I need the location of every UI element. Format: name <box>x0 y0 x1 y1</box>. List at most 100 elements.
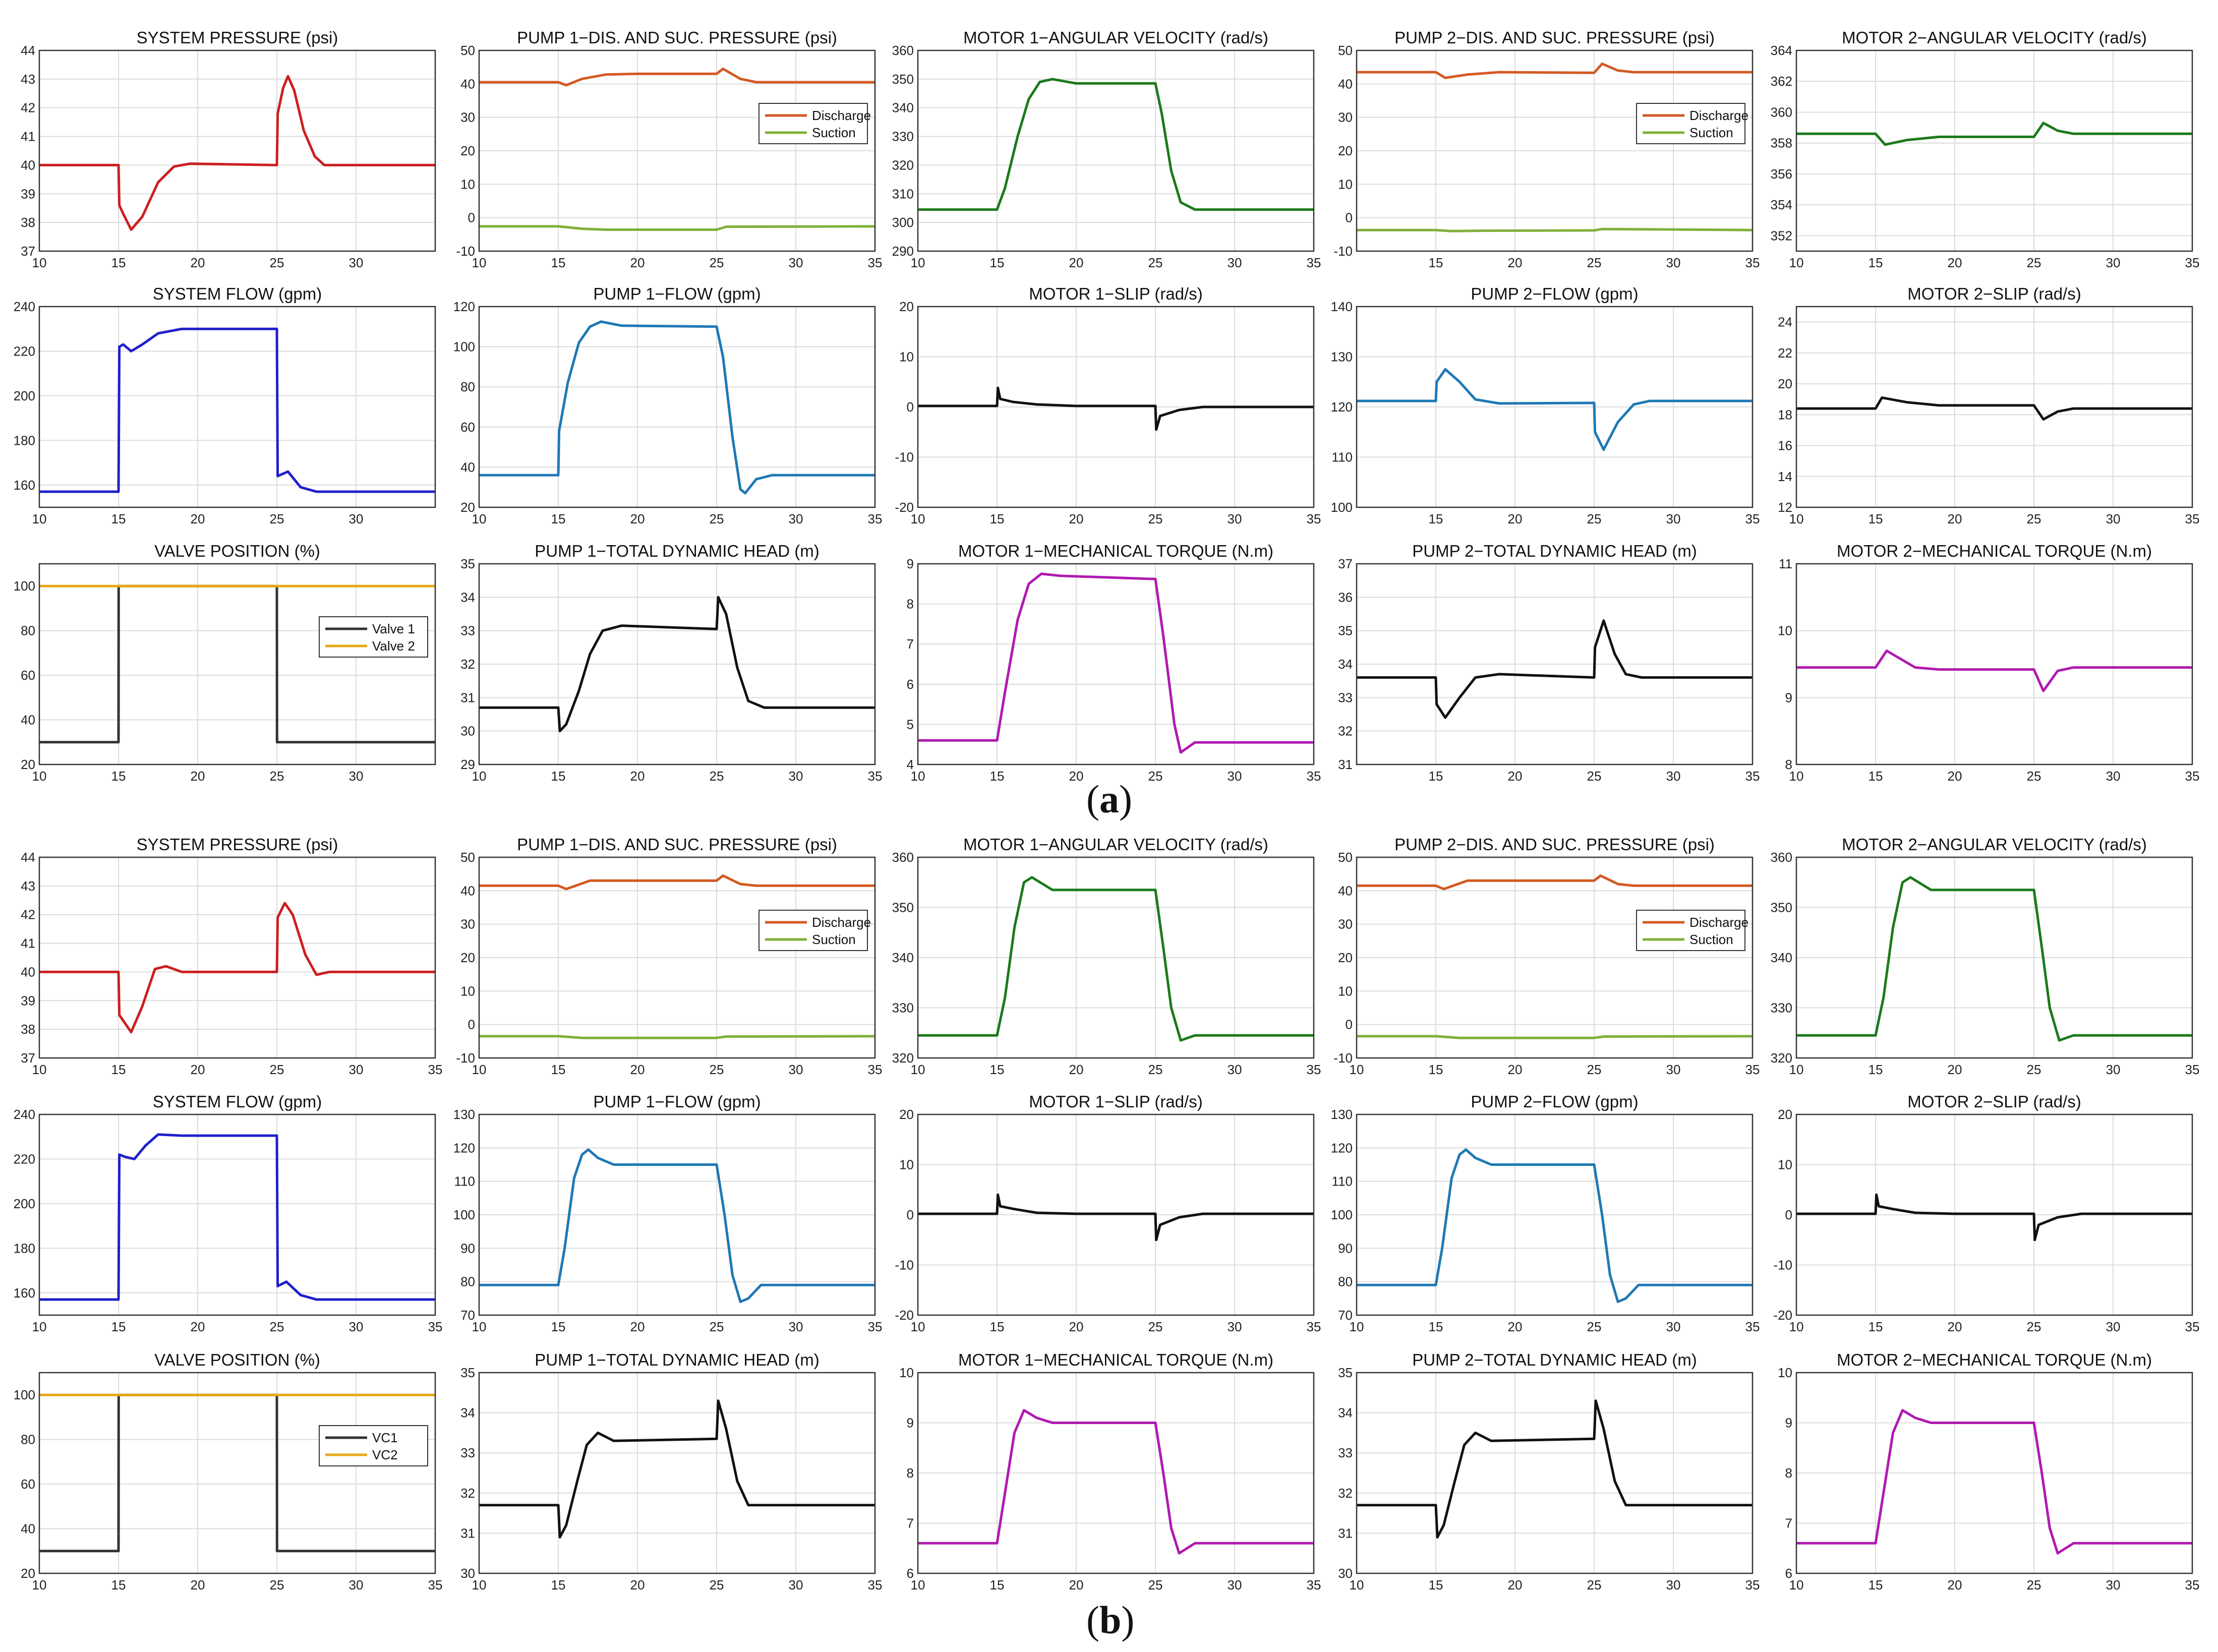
x-tick-label: 15 <box>111 1577 126 1592</box>
plot-area <box>1357 1373 1753 1573</box>
y-tick-label: 30 <box>1338 110 1353 125</box>
chart-a-p2-pressure: 15 20 25 30 35 -10 0 10 20 30 40 50 PUMP 2−DIS. AND … <box>1333 28 1760 270</box>
x-tick-label: 35 <box>1745 1062 1760 1077</box>
y-tick-label: 110 <box>1332 1174 1353 1189</box>
axes-frame <box>38 563 436 765</box>
y-tick-label: 42 <box>21 100 35 115</box>
x-tick-label: 30 <box>1666 511 1681 526</box>
chart-title: MOTOR 1−MECHANICAL TORQUE (N.m) <box>958 542 1273 560</box>
x-tick-label: 25 <box>2027 1062 2041 1077</box>
series-line-pressure <box>39 902 435 1034</box>
y-tick-label: 37 <box>1338 556 1353 571</box>
axes-frame <box>1795 1372 2193 1574</box>
y-tick-label: 220 <box>14 343 35 359</box>
x-tick-label: 15 <box>990 1062 1005 1077</box>
x-tick-label: 15 <box>1869 1319 1883 1334</box>
y-tick-label: 40 <box>460 76 475 91</box>
x-tick-label: 10 <box>911 769 925 784</box>
x-tick-label: 20 <box>191 255 205 270</box>
y-tick-label: 44 <box>21 850 35 865</box>
x-tick-label: 10 <box>472 511 487 526</box>
y-tick-label: 340 <box>892 100 914 115</box>
x-tick-label: 15 <box>551 511 566 526</box>
axes-frame <box>1795 563 2193 765</box>
chart-a-p1-pressure: 10 15 20 25 30 35 -10 0 10 20 30 40 50 PUMP 1−DIS. AN… <box>456 28 882 270</box>
series-line-head <box>1357 1399 1753 1539</box>
y-tick-label: 10 <box>899 1365 914 1380</box>
chart-title: MOTOR 2−MECHANICAL TORQUE (N.m) <box>1837 542 2152 560</box>
x-tick-label: 30 <box>349 1062 364 1077</box>
y-tick-label: 80 <box>460 379 475 394</box>
legend-box <box>319 616 428 658</box>
y-tick-label: 8 <box>1785 757 1792 772</box>
x-tick-label: 35 <box>1307 769 1321 784</box>
y-tick-label: 39 <box>21 993 35 1008</box>
y-tick-label: 4 <box>907 757 914 772</box>
y-tick-label: 43 <box>21 72 35 87</box>
x-tick-label: 20 <box>630 769 645 784</box>
x-tick-label: 20 <box>191 1577 205 1592</box>
y-tick-label: 38 <box>21 215 35 230</box>
y-tick-label: 362 <box>1771 74 1792 89</box>
chart-b-m1-slip: 10 15 20 25 30 35 -20 -10 0 10 20 MOTOR 1−SLIP (rad… <box>895 1092 1321 1334</box>
y-tick-label: 50 <box>460 43 475 58</box>
y-tick-label: 42 <box>21 907 35 922</box>
chart-b-m2-torque: 10 15 20 25 30 35 6 7 8 9 10 MOTOR 2−MECHANICAL TOR… <box>1778 1350 2199 1592</box>
y-tick-label: 320 <box>892 1050 914 1066</box>
y-tick-label: 33 <box>460 1445 475 1460</box>
x-tick-label: 15 <box>1429 255 1443 270</box>
series-line-velocity <box>1796 122 2192 146</box>
plot-area <box>39 307 435 507</box>
y-tick-label: 31 <box>460 1525 475 1541</box>
x-tick-label: 15 <box>990 511 1005 526</box>
legend-label: Suction <box>1689 932 1733 947</box>
x-tick-label: 20 <box>1069 1062 1084 1077</box>
x-tick-label: 25 <box>1587 1062 1602 1077</box>
y-tick-label: 40 <box>21 157 35 172</box>
y-tick-label: 20 <box>460 500 475 515</box>
chart-title: PUMP 2−DIS. AND SUC. PRESSURE (psi) <box>1394 835 1715 854</box>
y-tick-label: 37 <box>21 1050 35 1066</box>
y-tick-label: 50 <box>1338 43 1353 58</box>
series-line-discharge <box>1357 63 1753 79</box>
x-tick-label: 10 <box>472 1319 487 1334</box>
series-line-suction <box>479 225 875 231</box>
y-tick-label: -10 <box>1773 1258 1792 1273</box>
chart-title: MOTOR 2−SLIP (rad/s) <box>1907 284 2081 303</box>
x-tick-label: 10 <box>1350 1319 1364 1334</box>
chart-title: MOTOR 1−SLIP (rad/s) <box>1029 1092 1202 1111</box>
y-tick-label: 9 <box>1785 690 1792 705</box>
x-tick-label: 10 <box>32 769 47 784</box>
y-tick-label: 8 <box>1785 1465 1792 1481</box>
x-tick-label: 30 <box>1666 255 1681 270</box>
axes-frame <box>1795 306 2193 508</box>
y-tick-label: 40 <box>21 964 35 979</box>
chart-a-p1-head: 10 15 20 25 30 35 29 30 31 32 33 34 35 PUMP 1−TOTAL D… <box>460 542 882 784</box>
y-tick-label: 8 <box>907 597 914 612</box>
y-tick-label: 0 <box>907 1207 914 1222</box>
x-tick-label: 35 <box>428 1577 443 1592</box>
y-tick-label: 100 <box>14 578 35 594</box>
y-tick-label: 33 <box>460 623 475 638</box>
y-tick-label: 20 <box>21 757 35 772</box>
y-tick-label: 10 <box>1778 623 1792 638</box>
y-tick-label: 34 <box>1338 1405 1353 1421</box>
series-line-flow <box>479 320 875 495</box>
y-tick-label: 35 <box>460 1365 475 1380</box>
y-tick-label: 40 <box>1338 76 1353 91</box>
x-tick-label: 20 <box>630 1319 645 1334</box>
chart-a-p1-flow: 10 15 20 25 30 35 20 40 60 80 100 120 PUMP 1−FLOW (g… <box>453 284 883 526</box>
plot-area <box>39 50 435 251</box>
y-tick-label: 120 <box>453 299 475 314</box>
x-tick-label: 25 <box>2027 255 2041 270</box>
y-tick-label: 11 <box>1779 556 1792 571</box>
y-tick-label: 8 <box>907 1465 914 1481</box>
y-tick-label: 70 <box>1338 1308 1353 1323</box>
y-tick-label: 160 <box>14 1285 35 1301</box>
x-tick-label: 35 <box>1307 1577 1321 1592</box>
x-tick-label: 10 <box>472 769 487 784</box>
y-tick-label: 0 <box>907 399 914 415</box>
y-tick-label: 330 <box>1771 1000 1792 1016</box>
x-tick-label: 20 <box>1508 511 1523 526</box>
x-tick-label: 20 <box>1069 1319 1084 1334</box>
